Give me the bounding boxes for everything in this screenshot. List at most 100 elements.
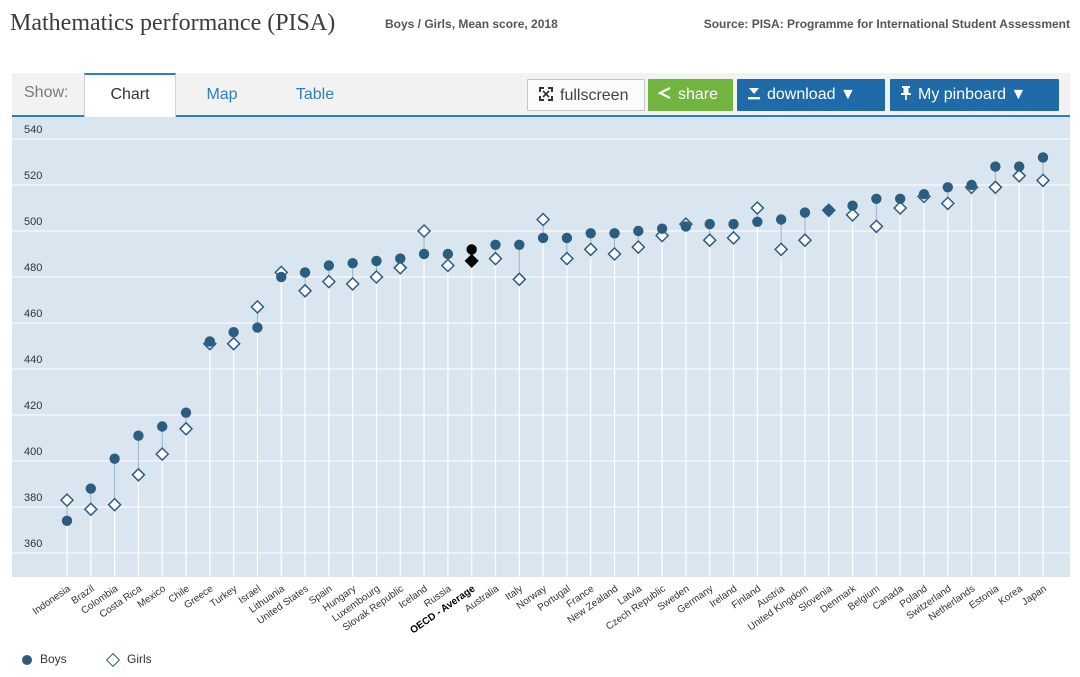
y-tick-label: 520	[24, 170, 42, 182]
download-label: download ▼	[767, 86, 856, 103]
boys-point	[395, 253, 406, 264]
boys-point	[323, 260, 335, 271]
tab-map[interactable]: Map	[206, 86, 238, 103]
girls-point	[988, 180, 1003, 195]
girls-point	[774, 242, 789, 257]
boys-point	[633, 225, 644, 237]
girls-point	[83, 502, 98, 517]
download-icon	[747, 79, 761, 111]
pinboard-button[interactable]: My pinboard ▼	[890, 79, 1059, 111]
boys-point	[752, 216, 763, 227]
legend-item-girls[interactable]: Girls	[105, 652, 152, 667]
girls-point	[297, 283, 313, 298]
girls-point	[321, 274, 336, 289]
girls-point	[940, 196, 955, 211]
girls-point	[393, 260, 408, 275]
girls-point	[464, 253, 479, 268]
girls-point	[726, 230, 741, 245]
y-tick-label: 420	[24, 400, 42, 412]
girls-point	[845, 207, 860, 222]
tab-chart[interactable]: Chart	[84, 73, 176, 117]
girls-point	[226, 336, 241, 351]
boys-point	[704, 218, 715, 230]
boys-point	[871, 193, 882, 204]
source-note: Source: PISA: Programme for Internationa…	[703, 17, 1070, 31]
girls-point	[750, 200, 765, 216]
girls-point	[250, 299, 265, 314]
girls-point	[107, 497, 122, 512]
boys-point	[537, 232, 549, 244]
boys-point	[990, 161, 1001, 172]
fullscreen-label: fullscreen	[560, 87, 629, 104]
boys-point	[61, 515, 73, 526]
boys-point	[133, 430, 144, 441]
girls-point	[1035, 173, 1051, 188]
boys-point	[918, 189, 930, 200]
y-tick-label: 380	[24, 492, 42, 504]
boys-point	[85, 483, 97, 494]
girls-point	[1012, 168, 1027, 183]
girls-point	[488, 251, 503, 266]
boys-point	[561, 232, 573, 244]
girls-point	[893, 200, 908, 216]
y-tick-label: 360	[24, 538, 42, 550]
y-tick-label: 400	[24, 446, 42, 458]
girls-point	[131, 467, 146, 482]
girls-point	[869, 219, 884, 234]
boys-point	[585, 228, 596, 239]
share-button[interactable]: share	[648, 79, 733, 111]
tab-table[interactable]: Table	[295, 86, 335, 103]
boys-point	[109, 453, 120, 464]
girls-point	[512, 272, 527, 287]
boys-point	[180, 407, 192, 418]
boys-point	[775, 214, 787, 225]
show-label: Show:	[24, 84, 69, 101]
share-icon	[657, 79, 672, 111]
page-title: Mathematics performance (PISA)	[10, 10, 336, 36]
girls-point	[369, 269, 384, 285]
boys-point	[609, 228, 620, 239]
boys-point	[728, 218, 739, 230]
boys-point	[204, 336, 216, 347]
boys-point	[823, 205, 834, 216]
chart-subtitle: Boys / Girls, Mean score, 2018	[385, 17, 558, 31]
x-tick-label: Korea	[997, 583, 1026, 608]
x-tick-label: Turkey	[208, 583, 239, 609]
legend-item-boys[interactable]: Boys	[22, 652, 67, 666]
girls-point	[536, 212, 551, 227]
boys-point	[966, 179, 977, 191]
download-button[interactable]: download ▼	[737, 79, 885, 111]
dot-chart: 360380400420440460480500520540IndonesiaB…	[12, 117, 1070, 636]
view-toolbar: Show: Chart Map Table fullscreen share d…	[12, 73, 1070, 117]
diamond-icon	[105, 652, 121, 667]
plot-background	[12, 117, 1070, 577]
boys-point	[1013, 161, 1025, 172]
header: Mathematics performance (PISA) Boys / Gi…	[0, 0, 1080, 60]
y-tick-label: 480	[24, 262, 42, 274]
expand-icon	[538, 80, 554, 112]
girls-point	[345, 276, 360, 291]
boys-point	[299, 267, 311, 278]
dot-icon	[22, 654, 32, 665]
x-tick-label: Japan	[1020, 583, 1049, 608]
boys-point	[514, 239, 525, 250]
girls-point	[583, 242, 598, 257]
pin-icon	[900, 79, 912, 111]
fullscreen-button[interactable]: fullscreen	[527, 79, 645, 111]
girls-point	[702, 233, 717, 248]
boys-point	[276, 271, 287, 283]
boys-point	[680, 221, 692, 232]
legend-label-girls: Girls	[127, 652, 152, 666]
boys-point	[371, 255, 382, 267]
boys-point	[466, 244, 477, 255]
girls-point	[440, 258, 455, 273]
girls-point	[607, 246, 622, 262]
girls-point	[631, 240, 646, 255]
girls-point	[155, 447, 170, 462]
girls-point	[59, 493, 75, 508]
boys-point	[894, 193, 906, 204]
x-tick-label: Mexico	[136, 583, 169, 610]
boys-point	[442, 248, 454, 260]
boys-point	[418, 248, 430, 260]
boys-point	[252, 322, 263, 333]
